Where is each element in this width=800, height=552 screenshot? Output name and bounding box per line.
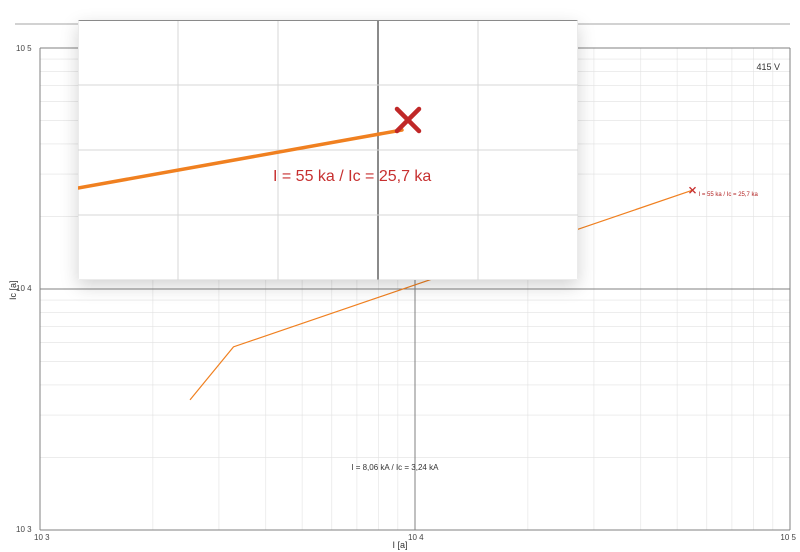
zoom-inset: I = 55 ka / Ic = 25,7 ka: [78, 20, 578, 280]
x-axis-title: I [a]: [0, 540, 800, 550]
y-tick-2: 10 5: [16, 44, 32, 53]
y-tick-1: 10 4: [16, 284, 32, 293]
zoom-inset-svg: [78, 20, 578, 280]
x-tick-0: 10 3: [34, 533, 50, 542]
operating-point-annotation: I = 8,06 kA / Ic = 3,24 kA: [351, 463, 438, 472]
y-tick-0: 10 3: [16, 525, 32, 534]
voltage-label: 415 V: [756, 62, 780, 72]
x-tick-2: 10 5: [780, 533, 796, 542]
chart-root: 415 V I [a] Ic [a] 10 3 10 4 10 5 10 3 1…: [0, 0, 800, 552]
x-tick-1: 10 4: [408, 533, 424, 542]
end-marker-annotation: I = 55 ka / Ic = 25,7 ka: [699, 192, 758, 198]
zoom-inset-annotation: I = 55 ka / Ic = 25,7 ka: [273, 168, 431, 186]
end-marker: [690, 187, 696, 193]
